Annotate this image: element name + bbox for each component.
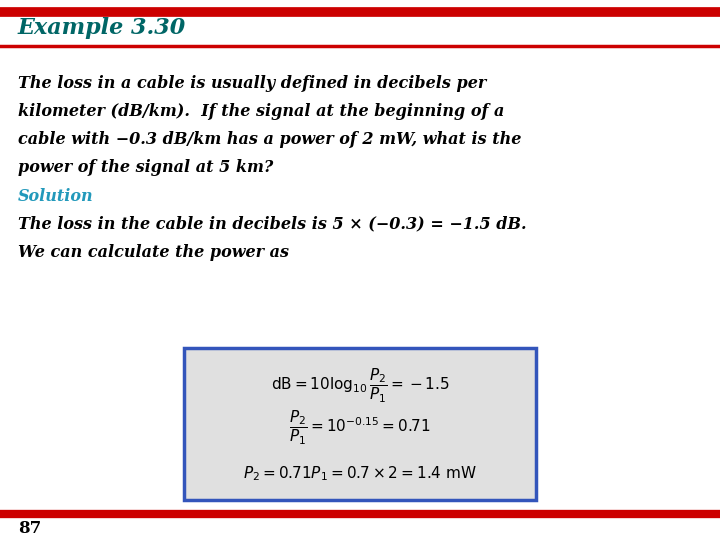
Text: kilometer (dB/km).  If the signal at the beginning of a: kilometer (dB/km). If the signal at the … bbox=[18, 103, 505, 120]
Text: $\mathrm{dB} = 10\log_{10}\dfrac{P_2}{P_1} = -1.5$: $\mathrm{dB} = 10\log_{10}\dfrac{P_2}{P_… bbox=[271, 367, 449, 405]
Text: $\dfrac{P_2}{P_1} = 10^{-0.15} = 0.71$: $\dfrac{P_2}{P_1} = 10^{-0.15} = 0.71$ bbox=[289, 409, 431, 447]
Text: $P_2 = 0.71P_1 = 0.7 \times 2 = 1.4\ \mathrm{mW}$: $P_2 = 0.71P_1 = 0.7 \times 2 = 1.4\ \ma… bbox=[243, 464, 477, 483]
Text: The loss in the cable in decibels is 5 × (−0.3) = −1.5 dB.: The loss in the cable in decibels is 5 ×… bbox=[18, 215, 526, 233]
Text: We can calculate the power as: We can calculate the power as bbox=[18, 244, 289, 261]
FancyBboxPatch shape bbox=[184, 348, 536, 500]
Text: The loss in a cable is usually defined in decibels per: The loss in a cable is usually defined i… bbox=[18, 75, 486, 92]
Text: 87: 87 bbox=[18, 519, 41, 537]
Text: power of the signal at 5 km?: power of the signal at 5 km? bbox=[18, 159, 274, 177]
Text: cable with −0.3 dB/km has a power of 2 mW, what is the: cable with −0.3 dB/km has a power of 2 m… bbox=[18, 131, 521, 148]
Text: Solution: Solution bbox=[18, 187, 94, 205]
Text: Example 3.30: Example 3.30 bbox=[18, 17, 186, 39]
